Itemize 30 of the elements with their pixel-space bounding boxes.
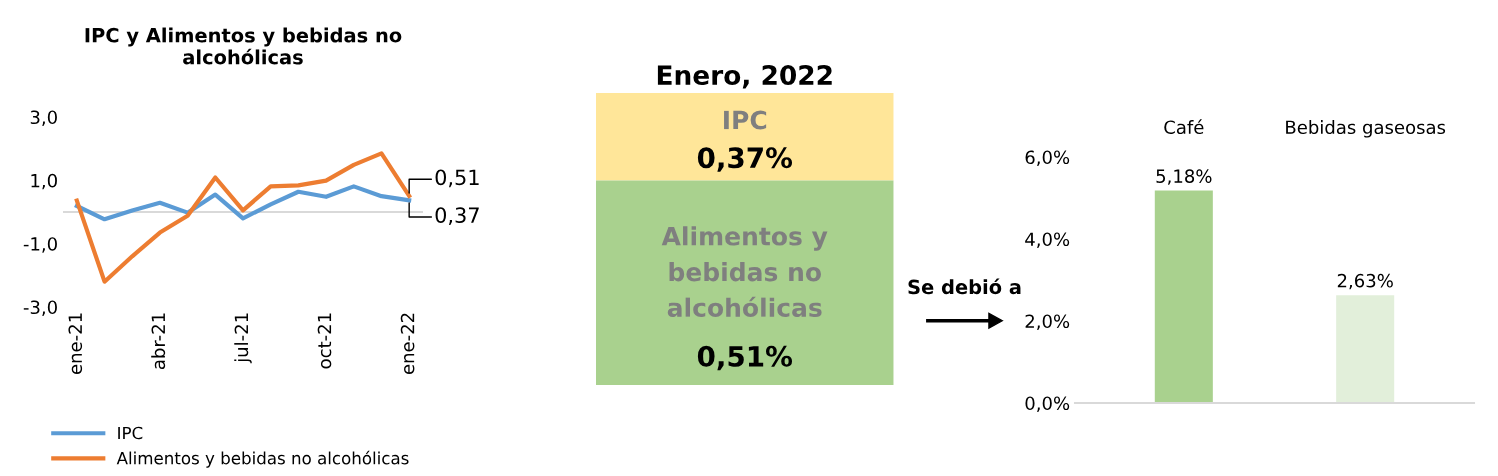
y-tick-label: 6,0% (1025, 150, 1070, 166)
data-label: 5,18% (1156, 169, 1212, 185)
legend-label: IPC (118, 426, 143, 440)
text: IPC (724, 110, 767, 130)
x-tick-label: oct-21 (317, 313, 332, 369)
text: 0,51% (697, 345, 793, 371)
y-tick-label: 2,0% (1025, 314, 1070, 330)
data-label: 2,63% (1337, 273, 1393, 290)
text: Alimentos y bebidas no alcohólicas (661, 226, 828, 317)
text: Enero, 2022 (657, 65, 832, 89)
x-tick-label: Bebidas gaseosas (1286, 120, 1446, 138)
y-tick-label: 1,0 (31, 173, 57, 190)
x-tick-label: ene-22 (400, 313, 415, 375)
data-label: 0,37 (435, 207, 479, 226)
text: Se debió a (908, 278, 1021, 295)
y-tick-label: -1,0 (23, 237, 57, 253)
legend-label: Alimentos y bebidas no alcohólicas (116, 450, 409, 468)
data-label: 0,51 (435, 169, 479, 188)
x-tick-label: jul-21 (234, 313, 252, 364)
line-series (74, 184, 412, 222)
line-series (74, 151, 412, 284)
y-tick-label: 4,0% (1025, 232, 1070, 248)
x-tick-label: Café (1164, 119, 1204, 135)
y-tick-label: -3,0 (23, 300, 57, 316)
x-tick-label: abr-21 (151, 313, 166, 370)
text: 0,37% (697, 147, 793, 172)
y-tick-label: 3,0 (30, 110, 57, 126)
x-tick-label: ene-21 (68, 313, 83, 375)
chart-title: IPC y Alimentos y bebidas no alcohólicas (85, 27, 402, 65)
y-tick-label: 0,0% (1025, 396, 1070, 412)
